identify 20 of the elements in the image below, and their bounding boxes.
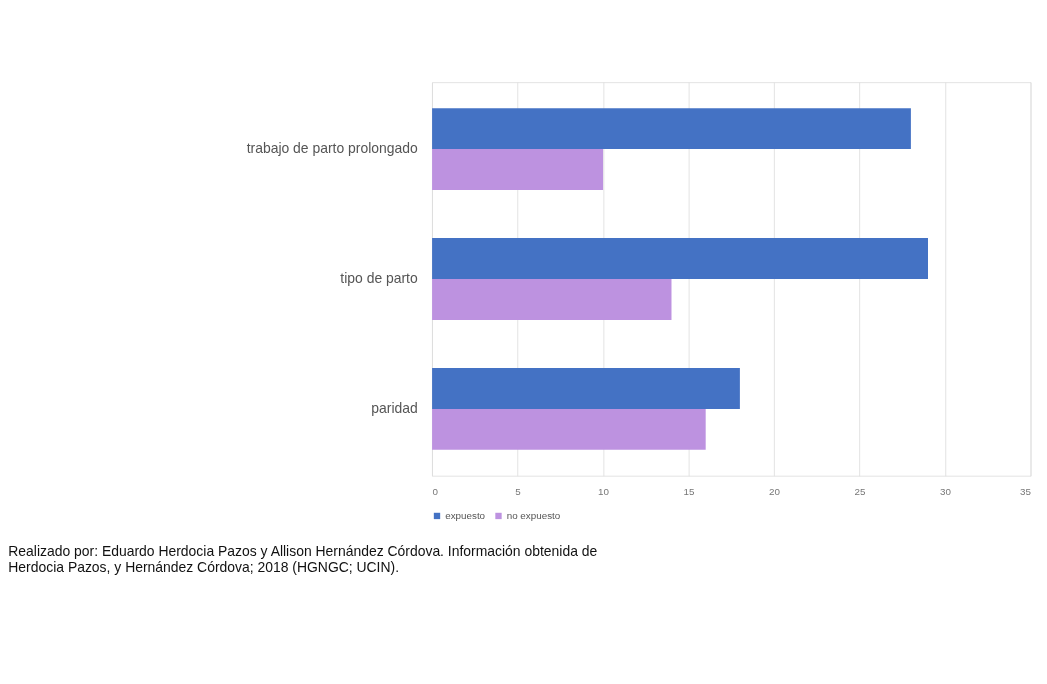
x-tick-label: 35 — [1020, 486, 1032, 498]
x-tick-label: 10 — [598, 486, 610, 498]
bar — [432, 149, 604, 191]
bar — [432, 367, 740, 409]
bar — [432, 108, 911, 150]
x-tick-label: 25 — [854, 486, 866, 498]
bar — [432, 279, 672, 320]
x-tick-label: 20 — [769, 486, 781, 498]
x-tick-label: 15 — [683, 486, 695, 498]
text: Realizado por: Eduardo Herdocia Pazos y Allison Hernández Córdova. Información obtenida de Herdocia Pazos, y Hernández Córdova; 2018 (HGNGC; UCIN). — [8, 543, 598, 575]
y-tick-label: paridad — [371, 399, 418, 416]
bar — [432, 408, 706, 450]
x-tick-label: 5 — [515, 486, 522, 498]
x-tick-label: 0 — [432, 486, 439, 498]
x-tick-label: 30 — [940, 486, 952, 498]
legend-label: no expuesto — [506, 510, 561, 522]
bar — [432, 238, 928, 280]
legend-label: expuesto — [445, 510, 486, 522]
y-tick-label: tipo de parto — [340, 270, 418, 287]
y-tick-label: trabajo de parto prolongado — [246, 140, 418, 157]
